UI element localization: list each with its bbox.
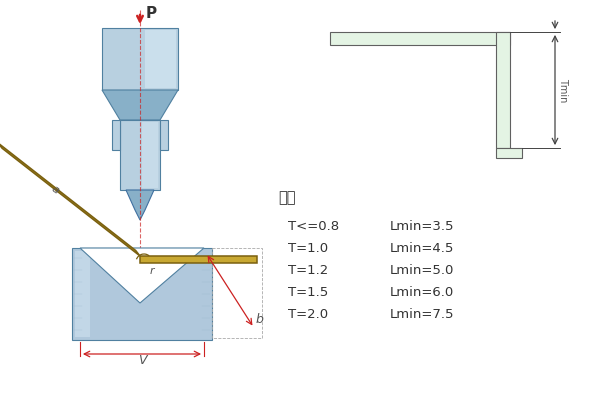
Polygon shape <box>120 120 160 190</box>
Polygon shape <box>80 248 204 303</box>
Text: r: r <box>150 266 155 276</box>
Polygon shape <box>330 32 510 45</box>
Polygon shape <box>72 248 212 340</box>
Text: T=1.0: T=1.0 <box>288 242 328 255</box>
Text: V: V <box>138 354 146 367</box>
Text: Lmin=6.0: Lmin=6.0 <box>390 286 454 299</box>
Text: Lmin=7.5: Lmin=7.5 <box>390 308 455 321</box>
Polygon shape <box>140 256 257 263</box>
Polygon shape <box>102 90 178 120</box>
Text: T=2.0: T=2.0 <box>288 308 328 321</box>
Polygon shape <box>160 120 168 150</box>
Polygon shape <box>126 190 154 220</box>
Polygon shape <box>102 28 178 90</box>
Polygon shape <box>112 120 120 150</box>
Text: 料厚: 料厚 <box>278 190 296 205</box>
Polygon shape <box>142 122 158 188</box>
Text: P: P <box>146 6 157 21</box>
Text: a: a <box>49 184 61 196</box>
Text: Lmin=3.5: Lmin=3.5 <box>390 220 455 233</box>
Text: T=1.5: T=1.5 <box>288 286 328 299</box>
Polygon shape <box>496 148 522 158</box>
Text: b: b <box>256 313 264 326</box>
Text: Tmin: Tmin <box>558 78 568 102</box>
Text: T=1.2: T=1.2 <box>288 264 328 277</box>
Text: T<=0.8: T<=0.8 <box>288 220 339 233</box>
Polygon shape <box>496 32 510 148</box>
Polygon shape <box>145 30 176 88</box>
Polygon shape <box>0 143 140 256</box>
Text: Lmin=5.0: Lmin=5.0 <box>390 264 454 277</box>
Text: Lmin=4.5: Lmin=4.5 <box>390 242 454 255</box>
Polygon shape <box>75 251 90 337</box>
